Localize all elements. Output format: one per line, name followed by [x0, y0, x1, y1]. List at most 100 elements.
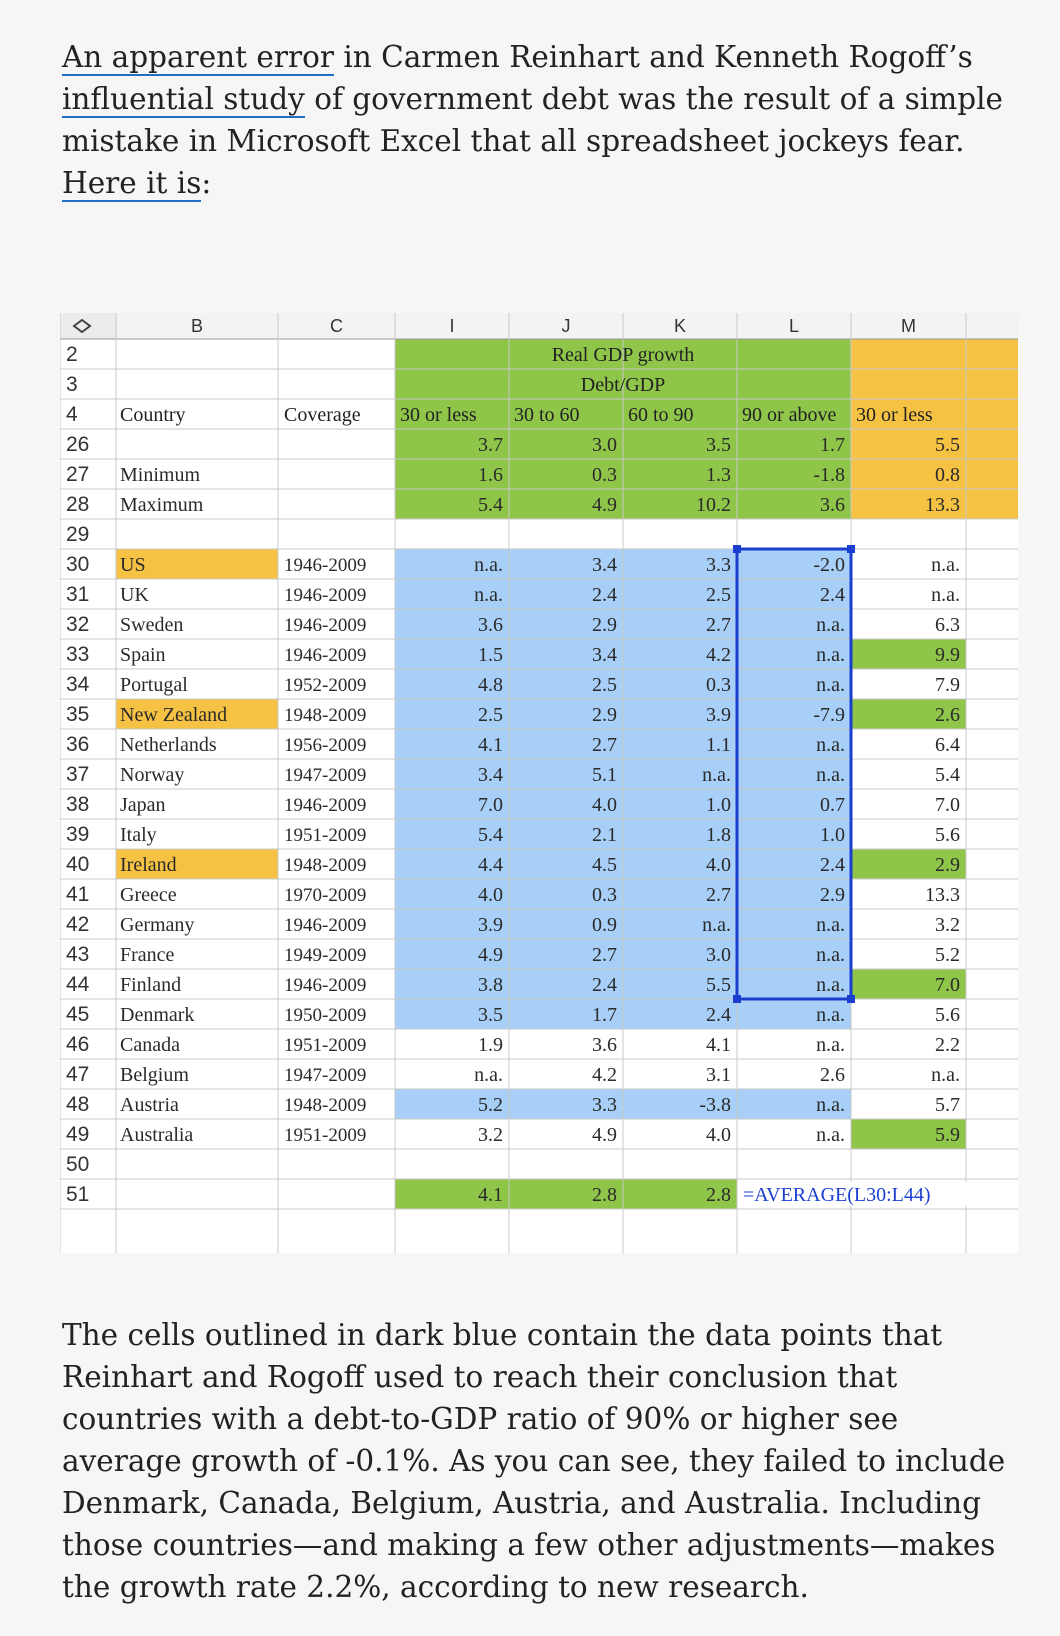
row-number: 45 [66, 1003, 89, 1026]
growth-value: 2.9 [592, 614, 617, 636]
coverage-years: 1946-2009 [284, 615, 366, 636]
growth-value: 2.7 [592, 944, 617, 966]
growth-value: 7.0 [935, 974, 960, 996]
growth-value: 4.2 [592, 1064, 617, 1086]
growth-value: n.a. [816, 764, 845, 786]
coverage-years: 1946-2009 [284, 915, 366, 936]
growth-value: 1.1 [706, 734, 731, 756]
orange-fill [851, 339, 1018, 369]
row-number: 31 [66, 583, 89, 606]
country-name: Sweden [120, 614, 183, 636]
row-number: 50 [66, 1153, 89, 1176]
coverage-years: 1951-2009 [284, 1035, 366, 1056]
country-column-label: Country [120, 404, 186, 426]
excel-spreadsheet-image: B C I J K L M 2 3 4 26 27 28 29 30 31 32 33 34 35 36 37 38 39 40… [60, 313, 1018, 1253]
coverage-years: 1948-2009 [284, 705, 366, 726]
average-value: 2.8 [706, 1184, 731, 1206]
row-number: 36 [66, 733, 89, 756]
growth-value: 5.1 [592, 764, 617, 786]
growth-value: 2.7 [592, 734, 617, 756]
growth-value: 7.9 [935, 674, 960, 696]
growth-value: 2.7 [706, 884, 731, 906]
column-header-C: C [330, 316, 343, 336]
coverage-column-label: Coverage [284, 404, 361, 426]
growth-value: 9.9 [935, 644, 960, 666]
coverage-years: 1952-2009 [284, 675, 366, 696]
header-white-fill [116, 399, 395, 429]
row-number: 37 [66, 763, 89, 786]
table-subtitle: Debt/GDP [581, 374, 665, 396]
country-name: Ireland [120, 854, 177, 876]
growth-value: n.a. [931, 1064, 960, 1086]
orange-fill [851, 459, 1018, 489]
growth-value: 4.1 [706, 1034, 731, 1056]
influential-study-link[interactable]: influential study [62, 82, 305, 118]
row-number: 4 [66, 403, 78, 426]
row-number: 27 [66, 463, 89, 486]
growth-value: 1.3 [706, 464, 731, 486]
country-name: Italy [120, 824, 157, 846]
orange-fill [851, 369, 1018, 399]
column-header-J: J [562, 316, 571, 336]
growth-value: 2.9 [935, 854, 960, 876]
selection-handle [733, 995, 741, 1003]
growth-value: 1.7 [820, 434, 845, 456]
growth-value: 3.5 [478, 1004, 503, 1026]
growth-value: n.a. [816, 734, 845, 756]
country-name: Denmark [120, 1004, 194, 1026]
intro-text-1: in Carmen Reinhart and Kenneth Rogoff’s [333, 40, 973, 74]
growth-value: 13.3 [925, 494, 960, 516]
coverage-years: 1970-2009 [284, 885, 366, 906]
row-number: 41 [66, 883, 89, 906]
growth-value: 0.8 [935, 464, 960, 486]
growth-value: n.a. [474, 584, 503, 606]
average-value: 4.1 [478, 1184, 503, 1206]
growth-value: 2.2 [935, 1034, 960, 1056]
country-name: Norway [120, 764, 184, 786]
growth-value: 1.6 [478, 464, 503, 486]
growth-value: n.a. [816, 944, 845, 966]
orange-fill [116, 849, 278, 879]
table-title: Real GDP growth [552, 344, 695, 366]
growth-value: 3.8 [478, 974, 503, 996]
green-fill [851, 849, 966, 879]
country-name: Finland [120, 974, 181, 996]
growth-value: 0.3 [592, 464, 617, 486]
row-number: 3 [66, 373, 78, 396]
coverage-years: 1948-2009 [284, 855, 366, 876]
row-number: 32 [66, 613, 89, 636]
growth-value: n.a. [816, 974, 845, 996]
growth-value: 0.7 [820, 794, 845, 816]
row-number: 35 [66, 703, 89, 726]
growth-value: 4.0 [592, 794, 617, 816]
growth-value: 1.5 [478, 644, 503, 666]
here-it-is-link[interactable]: Here it is [62, 166, 202, 202]
growth-value: 10.2 [696, 494, 731, 516]
apparent-error-link[interactable]: An apparent error [62, 40, 334, 76]
growth-value: 5.2 [478, 1094, 503, 1116]
growth-value: 0.3 [592, 884, 617, 906]
country-name: Belgium [120, 1064, 189, 1086]
growth-value: n.a. [474, 554, 503, 576]
growth-value: n.a. [702, 914, 731, 936]
coverage-years: 1946-2009 [284, 585, 366, 606]
growth-value: 2.7 [706, 614, 731, 636]
growth-value: 0.3 [706, 674, 731, 696]
growth-value: n.a. [816, 1124, 845, 1146]
summary-label: Minimum [120, 464, 200, 486]
debt-bucket-label: 30 to 60 [514, 404, 580, 426]
growth-value: 3.0 [592, 434, 617, 456]
growth-value: 2.6 [820, 1064, 845, 1086]
coverage-years: 1956-2009 [284, 735, 366, 756]
growth-value: 3.3 [706, 554, 731, 576]
growth-value: 1.0 [706, 794, 731, 816]
growth-value: 5.6 [935, 824, 960, 846]
green-fill [395, 1179, 737, 1209]
growth-value: 3.2 [478, 1124, 503, 1146]
coverage-years: 1950-2009 [284, 1005, 366, 1026]
coverage-years: 1951-2009 [284, 1125, 366, 1146]
growth-value: 2.4 [592, 584, 617, 606]
orange-fill [116, 549, 278, 579]
row-number: 46 [66, 1033, 89, 1056]
debt-bucket-label: 30 or less [856, 404, 933, 426]
